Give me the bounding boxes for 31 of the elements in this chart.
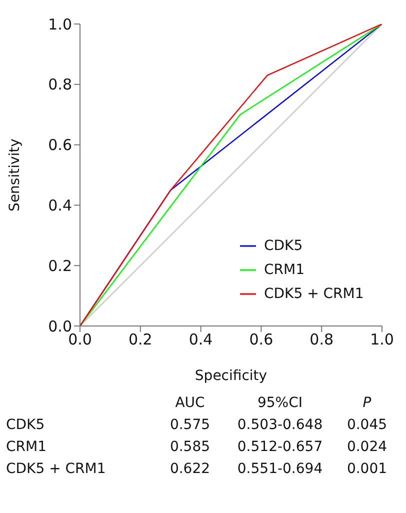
text: 0.512-0.657 xyxy=(236,438,324,457)
text: 0.622 xyxy=(168,460,212,479)
x-tick-label: 0.2 xyxy=(128,330,152,349)
text: 0.575 xyxy=(168,416,212,435)
legend-label: CRM1 xyxy=(264,261,304,280)
x-tick-label: 0.0 xyxy=(68,330,92,349)
x-tick-label: 0.4 xyxy=(188,330,213,349)
text: 0.503-0.648 xyxy=(236,416,324,435)
x-axis-title: Specificity xyxy=(194,368,268,384)
text: CDK5 + CRM1 xyxy=(6,460,107,479)
text: CDK5 xyxy=(6,416,46,435)
y-tick-label: 1.0 xyxy=(48,15,72,34)
text: 0.551-0.694 xyxy=(236,460,324,479)
x-tick-label: 0.6 xyxy=(249,330,274,349)
x-tick-label: 1.0 xyxy=(370,330,394,349)
text: 0.045 xyxy=(346,416,388,435)
y-tick-label: 0.4 xyxy=(48,196,72,215)
text: CRM1 xyxy=(6,438,48,457)
text: 95%CI xyxy=(256,394,304,413)
y-tick-label: 0.8 xyxy=(48,76,72,94)
y-axis-title: Sensitivity xyxy=(6,138,23,212)
text: AUC xyxy=(174,394,206,413)
y-tick-label: 0.6 xyxy=(48,136,72,154)
legend-label: CDK5 xyxy=(264,237,303,256)
text: 0.001 xyxy=(346,460,388,479)
text: P xyxy=(362,394,372,413)
text: 0.024 xyxy=(346,438,388,457)
text: 0.585 xyxy=(168,438,212,457)
y-tick-label: 0.2 xyxy=(48,256,72,275)
x-tick-label: 0.8 xyxy=(310,330,334,349)
legend-label: CDK5 + CRM1 xyxy=(264,285,364,304)
